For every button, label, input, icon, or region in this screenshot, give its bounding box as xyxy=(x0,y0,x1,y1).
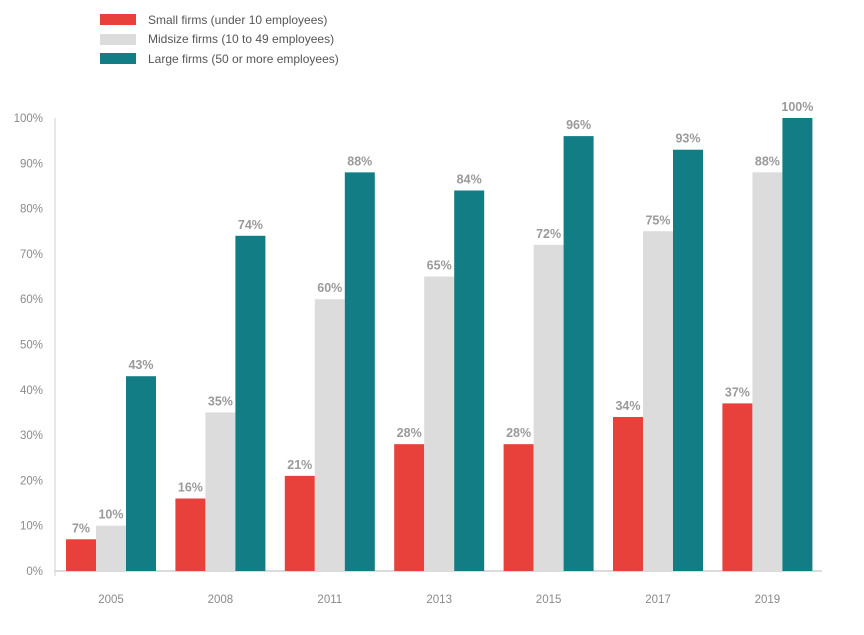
x-tick-label-2017: 2017 xyxy=(645,594,671,606)
data-label-small-2008: 16% xyxy=(178,481,203,495)
data-label-midsize-2017: 75% xyxy=(645,213,670,227)
data-label-midsize-2005: 10% xyxy=(98,508,123,522)
data-label-small-2019: 37% xyxy=(725,385,750,399)
bar-small-2017 xyxy=(613,416,643,571)
bar-midsize-2015 xyxy=(533,244,564,571)
data-label-midsize-2011: 60% xyxy=(317,281,342,295)
legend-label-large-firms: Large firms (50 or more employees) xyxy=(148,51,339,66)
y-tick-label: 70% xyxy=(20,249,43,261)
legend-item-small-firms: Small firms (under 10 employees) xyxy=(100,10,339,30)
bar-midsize-2013 xyxy=(424,276,455,571)
bar-large-2017 xyxy=(673,149,703,571)
data-label-large-2013: 84% xyxy=(457,172,482,186)
data-label-small-2017: 34% xyxy=(615,399,640,413)
bar-midsize-2011 xyxy=(314,299,345,571)
y-tick-label: 10% xyxy=(20,521,43,533)
bar-midsize-2017 xyxy=(643,231,673,571)
data-label-midsize-2015: 72% xyxy=(536,227,561,241)
y-tick-label: 100% xyxy=(14,113,43,125)
x-tick-label-2015: 2015 xyxy=(536,594,562,606)
bar-midsize-2008 xyxy=(205,412,236,571)
data-label-large-2005: 43% xyxy=(128,358,153,372)
bar-small-2019 xyxy=(722,403,753,571)
data-label-midsize-2013: 65% xyxy=(427,259,452,273)
bar-large-2005 xyxy=(126,376,156,571)
y-tick-label: 90% xyxy=(20,158,43,170)
x-tick-label-2011: 2011 xyxy=(317,594,342,606)
legend-item-midsize-firms: Midsize firms (10 to 49 employees) xyxy=(100,30,339,50)
data-label-midsize-2019: 88% xyxy=(755,154,780,168)
bar-small-2015 xyxy=(503,444,534,571)
x-tick-label-2008: 2008 xyxy=(208,594,234,606)
legend-item-large-firms: Large firms (50 or more employees) xyxy=(100,49,339,69)
y-tick-label: 50% xyxy=(20,340,43,352)
x-tick-label-2013: 2013 xyxy=(426,594,452,606)
y-tick-label: 80% xyxy=(20,204,43,216)
y-tick-label: 0% xyxy=(26,566,43,578)
legend: Small firms (under 10 employees) Midsize… xyxy=(100,10,339,69)
bar-small-2008 xyxy=(175,498,206,571)
legend-swatch-large-firms xyxy=(100,53,136,65)
y-tick-label: 20% xyxy=(20,475,43,487)
bar-small-2005 xyxy=(66,539,96,571)
bar-large-2019 xyxy=(782,118,813,571)
data-label-midsize-2008: 35% xyxy=(208,394,233,408)
bar-small-2011 xyxy=(284,475,315,571)
legend-label-midsize-firms: Midsize firms (10 to 49 employees) xyxy=(148,32,335,47)
y-tick-label: 60% xyxy=(20,294,43,306)
bar-small-2013 xyxy=(394,444,425,571)
data-label-small-2005: 7% xyxy=(72,521,90,535)
data-label-large-2017: 93% xyxy=(675,132,700,146)
data-label-large-2011: 88% xyxy=(347,154,372,168)
data-label-small-2015: 28% xyxy=(506,426,531,440)
legend-label-small-firms: Small firms (under 10 employees) xyxy=(148,12,328,27)
y-tick-label: 40% xyxy=(20,385,43,397)
bar-large-2008 xyxy=(235,235,266,571)
bar-large-2015 xyxy=(563,136,594,571)
data-label-large-2019: 100% xyxy=(781,100,813,114)
data-label-large-2008: 74% xyxy=(238,218,263,232)
x-tick-label-2005: 2005 xyxy=(98,594,124,606)
bar-midsize-2019 xyxy=(752,172,783,572)
legend-swatch-small-firms xyxy=(100,14,136,26)
bar-midsize-2005 xyxy=(96,525,126,571)
bar-large-2011 xyxy=(344,172,375,572)
x-tick-label-2019: 2019 xyxy=(755,594,781,606)
bar-large-2013 xyxy=(454,190,485,572)
legend-swatch-midsize-firms xyxy=(100,33,136,45)
data-label-large-2015: 96% xyxy=(566,118,591,132)
data-label-small-2011: 21% xyxy=(287,458,312,472)
y-tick-label: 30% xyxy=(20,430,43,442)
data-label-small-2013: 28% xyxy=(397,426,422,440)
